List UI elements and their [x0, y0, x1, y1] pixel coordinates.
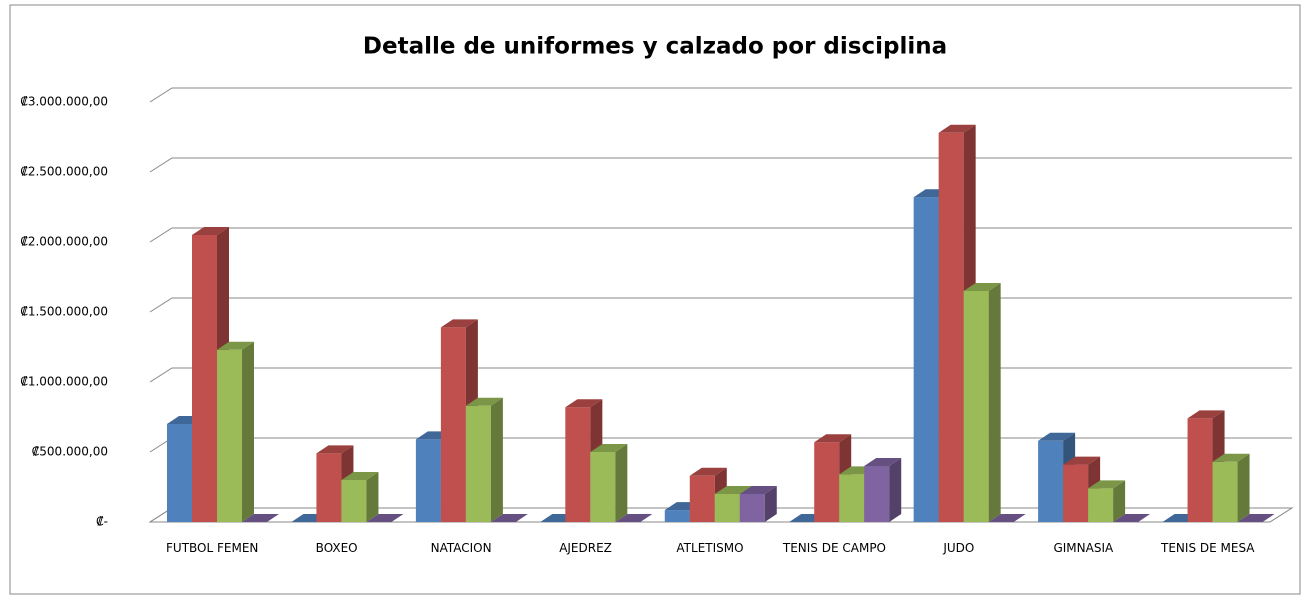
- bar-top: [714, 486, 752, 494]
- bar: [1088, 480, 1126, 522]
- bar-top: [316, 445, 354, 454]
- bar-side: [988, 283, 1001, 522]
- bar-front: [590, 452, 616, 522]
- bar-front: [963, 291, 989, 522]
- bar-top: [615, 514, 653, 522]
- bar-top: [689, 467, 727, 476]
- y-tick-label: ₡2.000.000,00: [20, 235, 108, 249]
- bar: [465, 397, 503, 522]
- bar-top: [739, 486, 777, 494]
- bar-front: [1187, 418, 1213, 522]
- bar: [490, 514, 528, 522]
- bar-side: [1237, 453, 1250, 522]
- bar-front: [839, 474, 865, 522]
- grid-line: [149, 157, 1292, 173]
- bar-front: [814, 442, 840, 522]
- x-tick-label: GIMNASIA: [1053, 541, 1114, 555]
- bar-top: [988, 514, 1026, 522]
- bar-front: [217, 349, 242, 522]
- bar-front: [341, 480, 367, 522]
- bar-side: [366, 472, 379, 522]
- bar-side: [615, 444, 628, 522]
- bar: [217, 341, 254, 522]
- bar-top: [242, 514, 279, 522]
- bar-side: [1113, 480, 1126, 522]
- bar-top: [590, 444, 628, 452]
- bar-front: [1088, 488, 1114, 522]
- bar-front: [415, 439, 441, 522]
- bar-top: [963, 283, 1001, 291]
- bar-front: [167, 424, 192, 522]
- bar: [963, 283, 1001, 522]
- bar-front: [739, 494, 765, 522]
- bar-top: [938, 124, 976, 133]
- bar-top: [864, 458, 902, 466]
- x-tick-label: BOXEO: [315, 541, 358, 555]
- x-tick-label: TENIS DE CAMPO: [782, 541, 886, 555]
- bar-front: [192, 235, 217, 522]
- bar: [1237, 514, 1275, 522]
- bar-side: [490, 397, 503, 522]
- x-tick-label: AJEDREZ: [559, 541, 612, 555]
- bar-front: [465, 405, 491, 522]
- bar-front: [1063, 464, 1089, 522]
- bar-top: [1212, 453, 1250, 462]
- bar-front: [689, 475, 715, 522]
- bar-front: [664, 510, 690, 522]
- bar-top: [814, 434, 852, 443]
- bar-top: [565, 399, 603, 408]
- bar: [242, 514, 279, 522]
- bar: [366, 514, 404, 522]
- bar: [590, 444, 628, 522]
- bar-top: [217, 341, 254, 350]
- x-tick-label: FUTBOL FEMEN: [166, 541, 259, 555]
- bar-top: [440, 319, 478, 328]
- bar-top: [1088, 480, 1126, 489]
- bar-front: [913, 197, 939, 522]
- bar-top: [1113, 514, 1151, 522]
- bar-top: [490, 514, 528, 522]
- y-tick-label: ₡2.500.000,00: [20, 165, 108, 179]
- bar-top: [465, 397, 503, 406]
- x-tick-label: NATACION: [430, 541, 492, 555]
- bar-side: [242, 341, 254, 522]
- bar-top: [192, 227, 229, 235]
- bar: [864, 458, 902, 522]
- bar-front: [316, 453, 342, 522]
- x-tick-label: JUDO: [943, 541, 975, 555]
- bar-top: [341, 472, 379, 480]
- bar-front: [938, 132, 964, 523]
- y-tick-label: ₡-: [96, 515, 108, 529]
- bar-front: [565, 407, 591, 522]
- bar-front: [440, 327, 466, 522]
- bar: [1113, 514, 1151, 522]
- bar-front: [1212, 461, 1238, 522]
- bar-front: [714, 494, 740, 522]
- grid-line: [149, 87, 1292, 103]
- bar-side: [889, 458, 902, 522]
- y-tick-label: ₡500.000,00: [32, 445, 108, 459]
- bar: [341, 472, 379, 522]
- bar: [1212, 453, 1250, 522]
- y-tick-label: ₡3.000.000,00: [20, 95, 108, 109]
- bar-top: [1038, 432, 1076, 441]
- bar-front: [1038, 440, 1064, 522]
- bar-side: [764, 486, 777, 522]
- bar-top: [1187, 410, 1225, 419]
- x-tick-label: ATLETISMO: [676, 541, 744, 555]
- bar-front: [864, 466, 890, 522]
- bar-top: [366, 514, 404, 522]
- bar: [988, 514, 1026, 522]
- bar: [739, 486, 777, 522]
- y-tick-label: ₡1.000.000,00: [20, 375, 108, 389]
- chart-title: Detalle de uniformes y calzado por disci…: [363, 34, 947, 60]
- y-tick-label: ₡1.500.000,00: [20, 305, 108, 319]
- bar: [615, 514, 653, 522]
- bar-top: [1063, 456, 1101, 465]
- bar-top: [1237, 514, 1275, 522]
- x-tick-label: TENIS DE MESA: [1161, 541, 1255, 555]
